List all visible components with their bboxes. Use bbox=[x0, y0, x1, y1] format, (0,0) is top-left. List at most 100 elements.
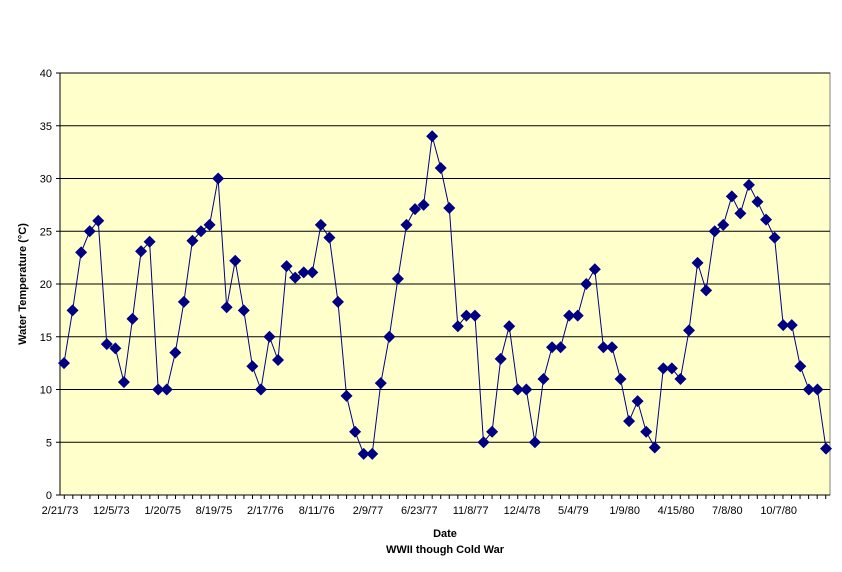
data-point-marker bbox=[820, 442, 832, 455]
data-point-marker bbox=[323, 231, 336, 244]
data-point-marker bbox=[451, 320, 464, 333]
data-point-marker bbox=[528, 436, 541, 449]
data-point-marker bbox=[571, 309, 584, 322]
data-point-marker bbox=[306, 266, 319, 279]
data-point-marker bbox=[460, 309, 473, 322]
data-point-marker bbox=[717, 218, 730, 231]
data-point-marker bbox=[66, 304, 79, 317]
data-point-marker bbox=[366, 447, 379, 460]
y-tick-label: 10 bbox=[40, 385, 52, 397]
data-point-marker bbox=[614, 372, 627, 385]
data-point-marker bbox=[340, 389, 353, 402]
x-tick-label: 2/21/73 bbox=[42, 505, 79, 517]
data-point-marker bbox=[280, 260, 293, 273]
data-point-marker bbox=[417, 198, 430, 211]
x-tick-label: 4/15/80 bbox=[658, 505, 695, 517]
data-point-marker bbox=[802, 383, 815, 396]
y-axis-title: Water Temperature (°C) bbox=[17, 223, 29, 345]
x-tick-label: 1/9/80 bbox=[609, 505, 640, 517]
data-point-marker bbox=[725, 190, 738, 203]
data-point-marker bbox=[203, 218, 216, 231]
x-tick-label: 12/5/73 bbox=[93, 505, 130, 517]
data-point-marker bbox=[691, 256, 704, 269]
data-point-marker bbox=[400, 218, 413, 231]
data-point-marker bbox=[546, 341, 559, 354]
data-point-marker bbox=[126, 312, 139, 325]
gridlines bbox=[60, 72, 830, 443]
data-point-marker bbox=[597, 341, 610, 354]
data-point-marker bbox=[640, 425, 653, 438]
data-point-marker bbox=[468, 309, 481, 322]
data-point-marker bbox=[289, 271, 302, 284]
x-axis-title: Date bbox=[433, 528, 457, 540]
data-point-marker bbox=[486, 425, 499, 438]
y-tick-label: 0 bbox=[46, 490, 52, 502]
series-line bbox=[63, 136, 827, 455]
data-point-marker bbox=[760, 213, 773, 226]
data-point-marker bbox=[169, 346, 182, 359]
data-point-marker bbox=[563, 309, 576, 322]
data-markers bbox=[58, 130, 832, 460]
data-point-marker bbox=[272, 353, 285, 366]
x-axis-subtitle: WWII though Cold War bbox=[386, 544, 505, 556]
data-point-marker bbox=[143, 235, 156, 248]
data-point-marker bbox=[554, 341, 567, 354]
data-point-marker bbox=[742, 178, 755, 191]
data-point-marker bbox=[768, 231, 781, 244]
data-point-marker bbox=[520, 383, 533, 396]
y-tick-label: 35 bbox=[40, 121, 52, 133]
data-point-marker bbox=[100, 338, 113, 351]
data-point-marker bbox=[92, 214, 105, 227]
data-point-marker bbox=[631, 395, 644, 408]
data-point-marker bbox=[83, 225, 96, 238]
data-point-marker bbox=[434, 161, 447, 174]
data-point-marker bbox=[220, 301, 233, 314]
data-point-marker bbox=[674, 372, 687, 385]
x-tick-label: 1/20/75 bbox=[144, 505, 181, 517]
data-point-marker bbox=[511, 383, 524, 396]
data-point-marker bbox=[229, 254, 242, 267]
x-tick-label: 8/19/75 bbox=[196, 505, 233, 517]
data-point-marker bbox=[777, 319, 790, 332]
data-point-marker bbox=[503, 320, 516, 333]
x-tick-label: 2/9/77 bbox=[353, 505, 384, 517]
data-point-marker bbox=[374, 377, 387, 390]
data-point-marker bbox=[426, 130, 439, 143]
data-point-marker bbox=[212, 172, 225, 185]
x-tick-label: 11/8/77 bbox=[453, 505, 489, 517]
y-axis-ticks: 0 5 10 15 20 25 30 35 40 bbox=[40, 68, 60, 502]
y-tick-label: 15 bbox=[40, 332, 52, 344]
data-point-marker bbox=[785, 319, 798, 332]
data-point-marker bbox=[683, 324, 696, 337]
x-tick-label: 2/17/76 bbox=[247, 505, 284, 517]
y-tick-label: 20 bbox=[40, 279, 52, 291]
data-point-marker bbox=[160, 383, 173, 396]
data-point-marker bbox=[297, 266, 310, 279]
data-point-marker bbox=[194, 225, 207, 238]
data-point-marker bbox=[443, 202, 456, 215]
data-point-marker bbox=[331, 295, 344, 308]
data-point-marker bbox=[494, 352, 507, 365]
data-point-marker bbox=[152, 383, 165, 396]
data-point-marker bbox=[794, 360, 807, 373]
y-tick-label: 40 bbox=[40, 68, 52, 80]
data-point-marker bbox=[186, 234, 199, 247]
data-point-marker bbox=[349, 425, 362, 438]
data-point-marker bbox=[623, 415, 636, 428]
data-point-marker bbox=[734, 207, 747, 220]
data-point-marker bbox=[700, 284, 713, 297]
data-point-marker bbox=[588, 263, 601, 276]
x-tick-label: 6/23/77 bbox=[401, 505, 438, 517]
data-point-marker bbox=[357, 447, 370, 460]
data-point-marker bbox=[246, 360, 259, 373]
data-point-marker bbox=[177, 295, 190, 308]
data-point-marker bbox=[537, 372, 550, 385]
y-tick-label: 30 bbox=[40, 174, 52, 186]
data-point-marker bbox=[58, 357, 70, 370]
data-point-marker bbox=[708, 225, 721, 238]
x-tick-label: 7/8/80 bbox=[712, 505, 743, 517]
data-point-marker bbox=[263, 330, 276, 343]
x-tick-label: 12/4/78 bbox=[504, 505, 541, 517]
data-point-marker bbox=[383, 330, 396, 343]
